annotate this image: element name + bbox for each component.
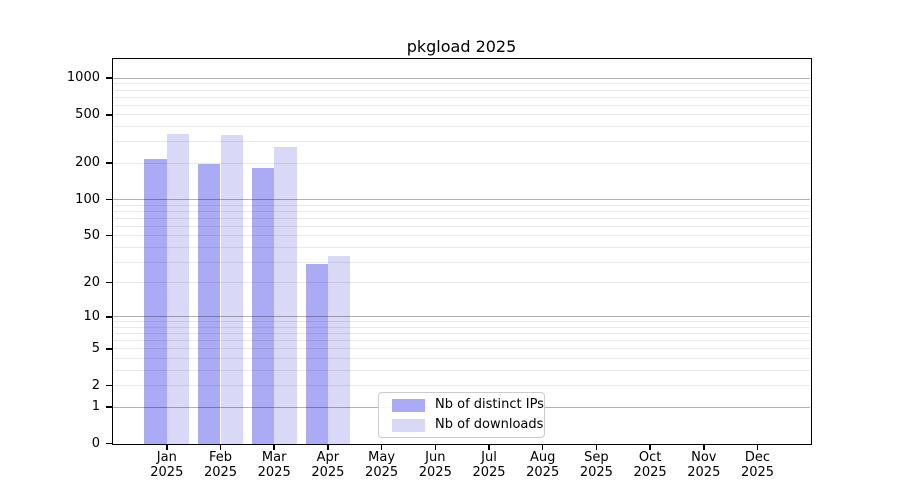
y-tick-label-200: 200 [75,155,100,171]
x-tick-mark-aug [541,445,544,451]
x-tick-mark-nov [703,445,705,451]
y-tick-label-2: 2 [91,377,100,393]
y-tick-label-50: 50 [83,227,100,243]
x-tick-label-feb: Feb 2025 [203,450,238,480]
x-tick-label-dec: Dec 2025 [740,450,775,480]
x-tick-mark-apr [327,445,329,451]
y-tick-label-0: 0 [91,435,100,451]
legend-swatch-downloads [392,418,425,432]
x-tick-label-jan: Jan 2025 [150,450,184,480]
x-tick-mark-feb [219,445,222,451]
y-tick-label-5: 5 [91,340,100,356]
x-tick-label-jun: Jun 2025 [418,450,452,480]
x-tick-label-may: May 2025 [365,450,399,480]
y-tick-label-500: 500 [75,106,100,122]
plot-area-border [111,57,812,446]
x-tick-label-aug: Aug 2025 [526,450,560,480]
y-tick-label-1000: 1000 [66,70,100,86]
x-tick-mark-dec [756,445,759,451]
x-tick-label-apr: Apr 2025 [311,450,345,480]
legend-item-downloads: Nb of downloads [392,418,544,432]
chart-title: pkgload 2025 [406,37,517,56]
legend-swatch-ips [392,398,425,412]
legend-item-ips: Nb of distinct IPs [392,398,544,412]
y-tick-label-100: 100 [75,191,100,207]
x-tick-mark-sep [595,445,598,451]
legend-label-ips: Nb of distinct IPs [435,397,544,412]
y-tick-label-10: 10 [83,308,100,324]
x-tick-mark-jan [166,445,168,451]
y-tick-label-1: 1 [91,399,100,415]
x-tick-label-jul: Jul 2025 [472,450,506,480]
x-tick-label-mar: Mar 2025 [257,450,291,480]
y-tick-label-20: 20 [83,274,100,290]
legend: Nb of distinct IPs Nb of downloads [378,392,545,438]
x-tick-mark-oct [649,445,651,451]
x-tick-label-oct: Oct 2025 [633,450,667,480]
x-tick-label-sep: Sep 2025 [579,450,613,480]
legend-label-downloads: Nb of downloads [435,417,544,432]
x-tick-mark-jul [488,445,490,451]
x-tick-mark-may [380,445,383,451]
x-tick-mark-mar [273,445,275,451]
x-tick-mark-jun [434,445,437,451]
x-tick-label-nov: Nov 2025 [687,450,721,480]
